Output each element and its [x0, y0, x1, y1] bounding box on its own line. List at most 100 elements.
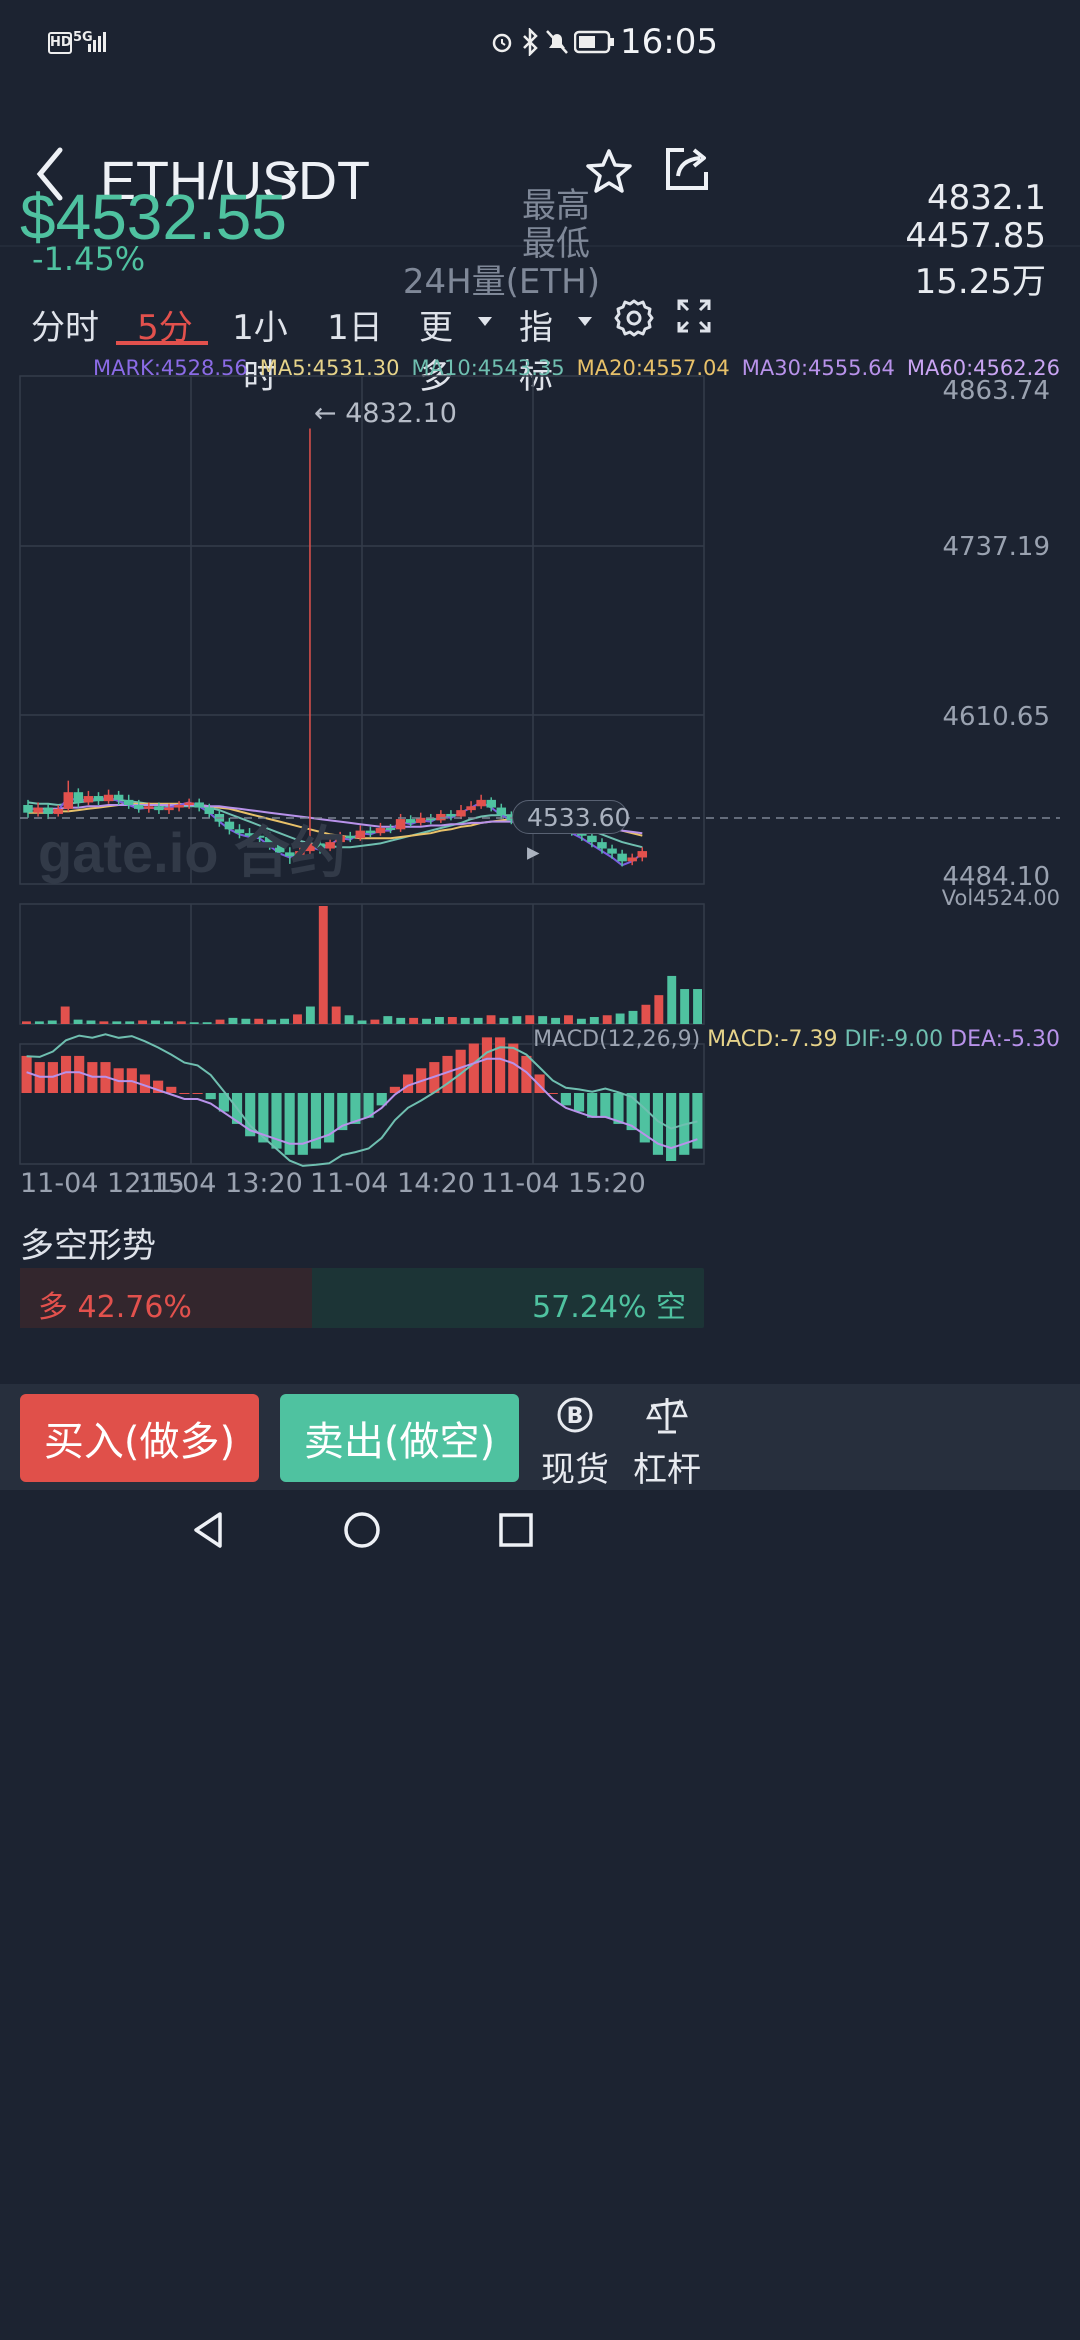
- macd-bar: [534, 1074, 545, 1093]
- tab-1day[interactable]: 1日: [327, 308, 383, 348]
- volume-bar: [667, 975, 677, 1024]
- buy-long-button[interactable]: 买入(做多): [20, 1394, 259, 1482]
- candle-body: [244, 833, 255, 836]
- volume-bar: [589, 1017, 599, 1024]
- leverage-label[interactable]: 杠杆: [633, 1450, 701, 1490]
- settings-gear-icon[interactable]: [614, 298, 654, 342]
- candle-body: [607, 848, 617, 854]
- volume-bar: [34, 1021, 44, 1024]
- volume-bar: [305, 1006, 315, 1024]
- candle-body: [285, 852, 295, 857]
- volume-bar: [486, 1015, 496, 1024]
- macd-bar: [481, 1037, 493, 1093]
- status-bar: HD 5G 16:05: [0, 0, 1080, 120]
- nav-home-icon[interactable]: [342, 1510, 382, 1554]
- candle-body: [83, 796, 94, 803]
- macd-bar: [626, 1093, 637, 1131]
- volume-bar: [654, 995, 664, 1024]
- current-price-tag[interactable]: 4533.60 ▸: [512, 800, 630, 866]
- macd-bar: [639, 1093, 650, 1143]
- candle-body: [325, 842, 335, 849]
- volume-bar: [189, 1022, 199, 1024]
- macd-bar: [495, 1037, 506, 1093]
- sell-short-button[interactable]: 卖出(做空): [280, 1394, 519, 1482]
- legend-ma30: MA30:4555.64: [741, 356, 895, 380]
- tab-1hour[interactable]: 1小时: [232, 308, 288, 397]
- sentiment-bar: 多 42.76% 57.24% 空: [20, 1268, 704, 1328]
- spot-label[interactable]: 现货: [541, 1450, 609, 1490]
- price-chart[interactable]: [0, 370, 1080, 1780]
- pair-title[interactable]: ETH/USDT: [100, 151, 370, 211]
- macd-bar: [297, 1093, 308, 1155]
- volume-bar: [215, 1019, 225, 1024]
- candle-body: [587, 835, 597, 843]
- volume-bar: [267, 1019, 277, 1024]
- leverage-scale-icon[interactable]: [645, 1394, 688, 1440]
- macd-bar: [179, 1093, 190, 1094]
- volume-label: Vol4524.00: [941, 886, 1060, 910]
- high-label: 最高: [522, 186, 590, 226]
- volume-bar: [241, 1018, 251, 1024]
- volume-bar: [151, 1020, 160, 1024]
- candle-body: [144, 806, 154, 809]
- volume-bar: [434, 1017, 444, 1024]
- candle-body: [405, 819, 416, 823]
- candle-body: [436, 813, 446, 821]
- macd-bar: [666, 1093, 677, 1161]
- macd-bar: [218, 1093, 229, 1112]
- signal-icon: [88, 30, 110, 52]
- candle-body: [476, 799, 486, 807]
- more-dropdown-icon[interactable]: [478, 312, 492, 331]
- tab-timeline[interactable]: 分时: [31, 308, 99, 348]
- candle-body: [224, 821, 235, 830]
- volume-bar: [254, 1018, 264, 1024]
- volume-bar: [47, 1020, 57, 1024]
- macd-bar: [139, 1074, 151, 1093]
- sentiment-short-text: 57.24% 空: [532, 1290, 686, 1325]
- share-icon[interactable]: [664, 146, 710, 196]
- macd-params: MACD(12,26,9): [533, 1027, 701, 1052]
- macd-bar: [600, 1093, 611, 1118]
- indicator-dropdown-icon[interactable]: [578, 312, 592, 331]
- volume-bar: [383, 1016, 393, 1024]
- candle-body: [446, 813, 456, 817]
- macd-bar: [547, 1093, 558, 1094]
- candle-body: [597, 842, 607, 849]
- volume-bar: [641, 1004, 651, 1024]
- y-tick-1: 4863.74: [942, 376, 1050, 406]
- low-label: 最低: [522, 224, 590, 264]
- volume-bar: [680, 989, 690, 1024]
- x-tick-2: 11-04 13:20: [138, 1168, 303, 1199]
- pair-dropdown-icon[interactable]: [283, 168, 299, 187]
- nav-recent-icon[interactable]: [498, 1512, 534, 1552]
- volume-bar: [60, 1006, 70, 1024]
- vol24-value: 15.25万: [914, 262, 1046, 302]
- tab-indicator[interactable]: 指标: [519, 308, 553, 397]
- dea-value: DEA:-5.30: [950, 1027, 1060, 1052]
- macd-bar: [692, 1093, 703, 1149]
- back-icon[interactable]: [30, 144, 80, 204]
- macd-bar: [166, 1086, 177, 1093]
- candle-body: [23, 804, 33, 813]
- macd-bar: [521, 1055, 532, 1093]
- candle-body: [375, 828, 386, 834]
- tab-more[interactable]: 更多: [419, 308, 453, 397]
- nav-back-icon[interactable]: [190, 1510, 230, 1554]
- macd-bar: [442, 1055, 453, 1093]
- volume-bar: [112, 1021, 122, 1024]
- y-tick-4: 4484.10: [942, 862, 1050, 892]
- volume-bar: [512, 1016, 522, 1024]
- macd-bar: [337, 1093, 348, 1131]
- volume-bar: [163, 1021, 173, 1024]
- macd-bar: [258, 1093, 269, 1143]
- macd-value: MACD:-7.39: [707, 1027, 838, 1052]
- favorite-star-icon[interactable]: [586, 148, 632, 198]
- macd-bar: [324, 1093, 335, 1143]
- volume-bar: [344, 1015, 354, 1024]
- spot-icon[interactable]: B: [556, 1396, 594, 1438]
- volume-bar: [86, 1020, 96, 1024]
- volume-bar: [551, 1017, 561, 1024]
- macd-bar: [363, 1093, 374, 1118]
- fullscreen-icon[interactable]: [676, 298, 712, 338]
- volume-bar: [615, 1013, 625, 1024]
